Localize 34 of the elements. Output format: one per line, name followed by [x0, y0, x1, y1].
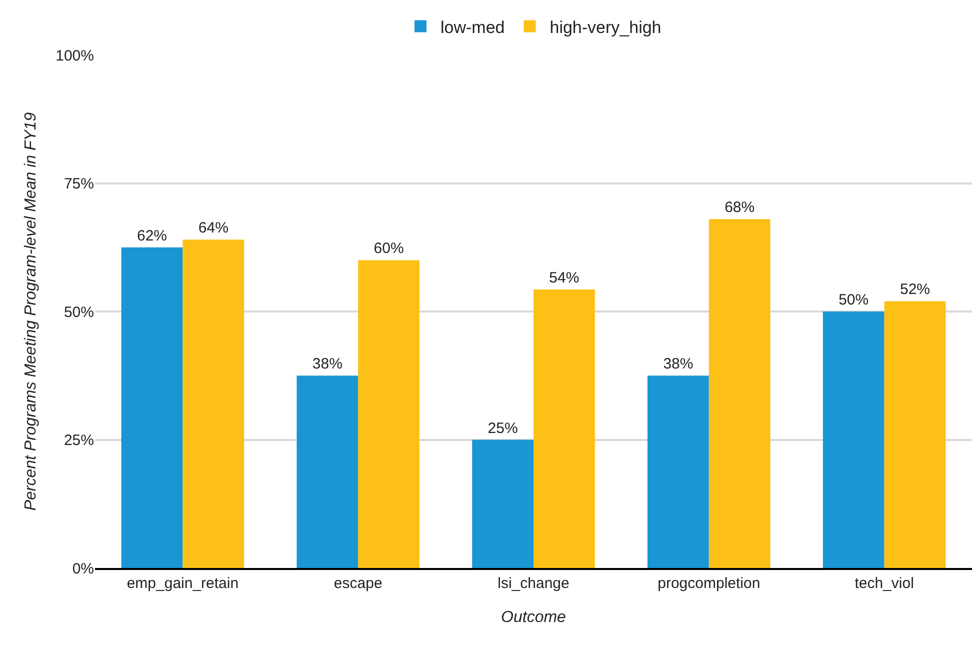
data-label: 25% — [488, 420, 518, 437]
bar — [472, 440, 534, 568]
bar — [296, 376, 358, 568]
y-tick-label: 75% — [64, 176, 94, 192]
data-label: 64% — [198, 220, 228, 237]
x-tick-label: progcompletion — [658, 575, 760, 592]
bar — [884, 301, 946, 568]
bar — [121, 247, 183, 568]
bar — [822, 312, 884, 568]
bar — [182, 240, 244, 568]
data-label: 38% — [312, 356, 342, 373]
y-tick-label: 0% — [72, 560, 94, 578]
data-label: 38% — [663, 356, 694, 373]
x-tick-label: emp_gain_retain — [126, 575, 239, 592]
x-tick-label: tech_viol — [854, 575, 914, 592]
y-tick-label: 100% — [56, 47, 94, 64]
data-label: 60% — [374, 240, 404, 258]
data-label: 62% — [136, 227, 168, 244]
data-label: 54% — [549, 269, 580, 286]
bar — [648, 376, 709, 568]
bar — [358, 260, 420, 568]
y-tick-label: 25% — [64, 432, 94, 449]
bar — [708, 219, 770, 568]
bar — [534, 289, 595, 568]
data-label: 50% — [838, 292, 869, 308]
data-label: 52% — [900, 281, 930, 298]
y-axis-title: Percent Programs Meeting Program-level Mean in FY19 — [22, 112, 40, 511]
data-label: 68% — [724, 199, 755, 216]
x-tick-label: escape — [334, 575, 382, 592]
y-tick-label: 50% — [64, 304, 94, 321]
legend-label: low-med — [440, 18, 505, 37]
legend-label: high-very_high — [550, 18, 662, 37]
x-tick-label: lsi_change — [498, 575, 570, 592]
x-axis-title: Outcome — [501, 609, 566, 626]
